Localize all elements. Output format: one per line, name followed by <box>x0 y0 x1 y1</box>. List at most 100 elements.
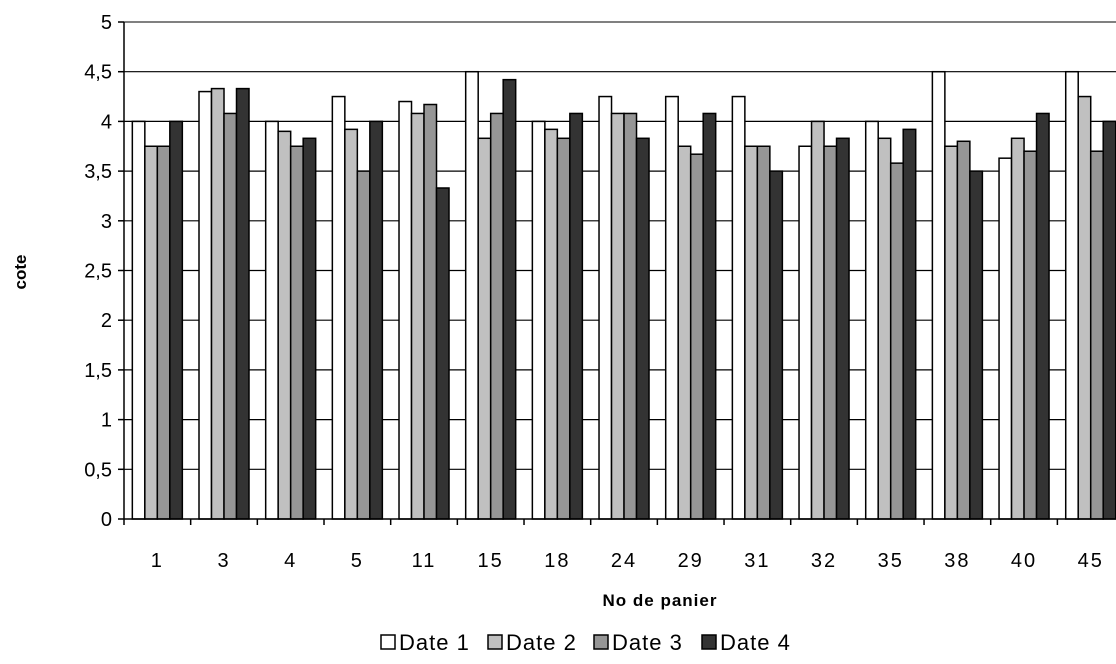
bar-date-3 <box>623 112 638 520</box>
y-tick-label: 3 <box>101 211 112 233</box>
bar-date-3 <box>689 153 704 520</box>
y-axis-title: cote <box>11 255 30 290</box>
axes <box>118 21 1116 525</box>
legend-label: Date 1 <box>399 630 470 655</box>
x-tick-label: 32 <box>811 550 837 572</box>
y-tick-label: 0,5 <box>84 459 112 481</box>
bar-date-1 <box>998 157 1013 520</box>
bar-date-3 <box>1023 150 1038 520</box>
bar-date-2 <box>1010 137 1025 520</box>
x-tick-label: 35 <box>878 550 904 572</box>
legend-swatch <box>701 634 717 650</box>
bar-date-3 <box>223 112 238 520</box>
bar-date-3 <box>356 170 371 520</box>
x-axis-title: No de panier <box>603 591 718 610</box>
legend-label: Date 3 <box>612 630 683 655</box>
y-tick-label: 4,5 <box>84 62 112 84</box>
bar-date-2 <box>344 128 359 520</box>
x-tick-label: 40 <box>1011 550 1037 572</box>
y-tick-label: 2,5 <box>84 261 112 283</box>
bar-date-4 <box>569 112 584 520</box>
bar-date-4 <box>702 112 717 520</box>
bar-date-1 <box>731 95 746 520</box>
bar-date-4 <box>835 137 850 520</box>
bar-date-3 <box>1089 150 1104 520</box>
x-tick-label: 1 <box>151 550 164 572</box>
bar-date-4 <box>369 120 384 520</box>
bar-date-1 <box>264 120 279 520</box>
bar-date-2 <box>1077 95 1092 520</box>
bar-date-4 <box>1102 120 1116 520</box>
bar-date-4 <box>502 78 517 520</box>
bar-date-1 <box>131 120 146 520</box>
bar-date-1 <box>331 95 346 520</box>
bars <box>131 70 1116 520</box>
bar-date-4 <box>235 87 250 520</box>
bar-date-4 <box>302 137 317 520</box>
bar-date-1 <box>1064 70 1079 520</box>
x-tick-labels: 1 3 4 5 11 15 18 24 29 31 32 35 38 40 45 <box>151 550 1104 572</box>
x-tick-label: 11 <box>412 550 437 572</box>
bar-date-3 <box>823 145 838 520</box>
bar-date-4 <box>169 120 184 520</box>
bar-date-2 <box>944 145 959 520</box>
x-tick-label: 18 <box>544 550 570 572</box>
bar-date-4 <box>1035 112 1050 520</box>
bar-date-3 <box>756 145 771 520</box>
legend-swatch <box>487 634 503 650</box>
bar-date-2 <box>544 128 559 520</box>
y-tick-label: 1,5 <box>84 360 112 382</box>
bar-date-4 <box>769 170 784 520</box>
bar-date-1 <box>598 95 613 520</box>
legend-label: Date 4 <box>720 630 791 655</box>
bar-date-3 <box>156 145 171 520</box>
y-tick-label: 4 <box>101 111 112 133</box>
bar-date-3 <box>289 145 304 520</box>
bar-date-4 <box>635 137 650 520</box>
bar-date-1 <box>464 70 479 520</box>
x-tick-label: 24 <box>611 550 637 572</box>
bar-date-3 <box>556 137 571 520</box>
y-tick-label: 5 <box>101 12 112 34</box>
x-tick-label: 38 <box>944 550 970 572</box>
bar-date-4 <box>969 170 984 520</box>
y-tick-label: 1 <box>101 410 112 432</box>
bar-date-2 <box>210 87 225 520</box>
bar-date-2 <box>410 112 425 520</box>
x-tick-label: 45 <box>1078 550 1104 572</box>
bar-date-2 <box>144 145 159 520</box>
y-tick-labels: 0 0,5 1 1,5 2 2,5 3 3,5 4 4,5 5 <box>84 12 112 531</box>
bar-date-4 <box>902 128 917 520</box>
y-tick-label: 3,5 <box>84 161 112 183</box>
bar-date-3 <box>423 103 438 520</box>
bar-date-3 <box>489 112 504 520</box>
bar-date-1 <box>864 120 879 520</box>
bar-date-3 <box>889 162 904 520</box>
y-tick-label: 2 <box>101 310 112 332</box>
bar-date-2 <box>877 137 892 520</box>
x-tick-label: 4 <box>284 550 297 572</box>
bar-date-2 <box>277 130 292 520</box>
legend: Date 1 Date 2 Date 3 Date 4 <box>380 630 791 655</box>
bar-date-4 <box>435 187 450 520</box>
bar-date-1 <box>398 100 413 520</box>
x-tick-label: 3 <box>217 550 230 572</box>
bar-date-1 <box>798 145 813 520</box>
bar-date-1 <box>931 70 946 520</box>
bar-date-3 <box>956 140 971 520</box>
bar-date-2 <box>744 145 759 520</box>
bar-date-1 <box>198 90 213 520</box>
bar-date-2 <box>610 112 625 520</box>
bar-date-2 <box>810 120 825 520</box>
x-tick-label: 29 <box>678 550 704 572</box>
legend-swatch <box>380 634 396 650</box>
bar-date-2 <box>477 137 492 520</box>
legend-swatch <box>593 634 609 650</box>
bar-date-1 <box>664 95 679 520</box>
y-tick-label: 0 <box>101 509 112 531</box>
bar-date-1 <box>531 120 546 520</box>
x-tick-label: 5 <box>351 550 364 572</box>
bar-date-2 <box>677 145 692 520</box>
x-tick-label: 15 <box>478 550 504 572</box>
